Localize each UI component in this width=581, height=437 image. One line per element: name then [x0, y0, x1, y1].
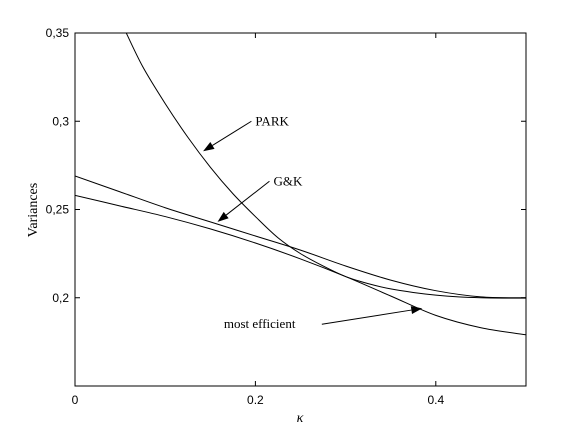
arrow-head [217, 211, 229, 222]
x-axis-label: κ [297, 411, 304, 426]
y-tick-label: 0,35 [46, 26, 70, 40]
plot-frame [74, 32, 527, 387]
annotation-label: G&K [273, 173, 303, 188]
x-tick-label: 0.4 [427, 393, 444, 407]
y-tick-label: 0,3 [52, 114, 69, 128]
annotation-arrow [212, 120, 252, 146]
series-line-most-efficient [75, 194, 526, 336]
annotation-label: PARK [255, 113, 289, 128]
y-axis-label: Variances [26, 183, 41, 237]
annotation-arrow [225, 180, 270, 216]
arrow-head [203, 142, 215, 152]
annotations: PARK G&K most efficient [203, 113, 423, 331]
axis-ticks: 0 0.2 0.4 0,2 0,25 0,3 0,35 [46, 26, 526, 407]
x-tick-label: 0 [72, 393, 79, 407]
x-tick-label: 0.2 [247, 393, 264, 407]
series-line-g-k [75, 175, 526, 299]
y-tick-label: 0,2 [52, 291, 69, 305]
y-tick-label: 0,25 [46, 203, 70, 217]
annotation-arrow [321, 309, 412, 325]
series-curves [75, 33, 526, 336]
series-line-park [125, 33, 526, 299]
annotation-label: most efficient [224, 316, 296, 331]
arrow-head [410, 306, 423, 315]
